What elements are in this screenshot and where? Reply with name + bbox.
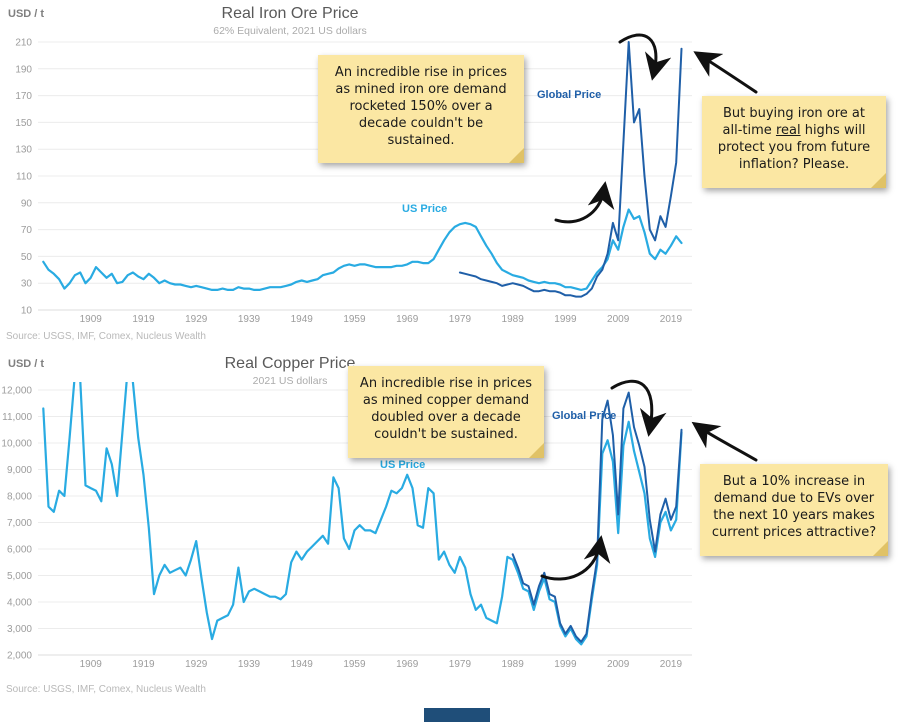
copper-plot: 2,000 3,000 4,000 5,000 6,000 7,000 8,000 9,000…: [1, 382, 692, 670]
chart-title: Real Copper Price: [224, 355, 356, 372]
svg-text:1949: 1949: [291, 659, 314, 670]
footer-logo-bar: [424, 708, 490, 722]
svg-text:190: 190: [15, 64, 32, 75]
svg-text:3,000: 3,000: [7, 624, 32, 635]
svg-text:1919: 1919: [132, 314, 155, 325]
svg-text:1989: 1989: [502, 314, 525, 325]
note-text: highs will protect you from future infla…: [717, 122, 871, 172]
svg-text:1949: 1949: [291, 314, 314, 325]
note-text-underlined: real: [775, 122, 801, 138]
svg-text:1929: 1929: [185, 314, 208, 325]
svg-text:1979: 1979: [449, 659, 472, 670]
arrow-icon: [691, 421, 758, 462]
svg-text:1999: 1999: [554, 314, 577, 325]
svg-text:1959: 1959: [343, 659, 366, 670]
svg-text:110: 110: [16, 172, 32, 183]
iron-ore-chart: USD / t Real Iron Ore Price 62% Equivale…: [0, 0, 700, 348]
svg-text:1979: 1979: [449, 314, 472, 325]
note-text: An incredible rise in prices as mined ir…: [334, 65, 508, 148]
chart-subtitle: 62% Equivalent, 2021 US dollars: [213, 25, 367, 37]
svg-text:1909: 1909: [80, 314, 103, 325]
svg-text:11,000: 11,000: [2, 412, 32, 423]
svg-text:1919: 1919: [132, 659, 155, 670]
svg-text:150: 150: [15, 118, 32, 129]
svg-text:2009: 2009: [607, 314, 630, 325]
svg-text:2019: 2019: [660, 314, 683, 325]
arrow-icon: [693, 51, 758, 94]
svg-text:8,000: 8,000: [7, 492, 32, 503]
svg-text:1969: 1969: [396, 314, 419, 325]
svg-text:5,000: 5,000: [7, 571, 32, 582]
svg-text:6,000: 6,000: [7, 545, 32, 556]
sticky-note-copper-evs: But a 10% increase in demand due to EVs …: [700, 464, 888, 556]
svg-text:50: 50: [21, 252, 33, 263]
svg-text:1929: 1929: [185, 659, 208, 670]
y-axis-unit: USD / t: [8, 8, 45, 20]
svg-text:10,000: 10,000: [1, 439, 32, 450]
svg-text:130: 130: [15, 145, 32, 156]
copper-chart: USD / t Real Copper Price 2021 US dollar…: [0, 350, 700, 722]
sticky-note-iron-rise: An incredible rise in prices as mined ir…: [318, 55, 524, 164]
chart-title: Real Iron Ore Price: [221, 5, 359, 22]
svg-text:1989: 1989: [502, 659, 525, 670]
svg-text:2019: 2019: [660, 659, 683, 670]
series-label-global-price: Global Price: [537, 89, 602, 101]
svg-text:70: 70: [21, 225, 33, 236]
note-text: An incredible rise in prices as mined co…: [359, 376, 533, 442]
source-note: Source: USGS, IMF, Comex, Nucleus Wealth: [6, 684, 206, 695]
svg-text:1999: 1999: [554, 659, 577, 670]
svg-text:4,000: 4,000: [7, 598, 32, 609]
sticky-note-iron-inflation: But buying iron ore at all-time real hig…: [702, 96, 886, 188]
svg-text:9,000: 9,000: [7, 465, 32, 476]
svg-text:90: 90: [21, 198, 33, 209]
svg-text:210: 210: [15, 38, 32, 49]
svg-text:170: 170: [15, 91, 32, 102]
svg-text:1969: 1969: [396, 659, 419, 670]
svg-text:1939: 1939: [238, 659, 261, 670]
svg-text:10: 10: [21, 306, 33, 317]
note-text: But a 10% increase in demand due to EVs …: [711, 474, 877, 540]
chart-subtitle: 2021 US dollars: [252, 375, 328, 387]
svg-text:2009: 2009: [607, 659, 630, 670]
y-axis-unit: USD / t: [8, 358, 45, 370]
note-text: But buying iron ore at all-time: [722, 106, 865, 138]
svg-text:30: 30: [21, 279, 33, 290]
sticky-note-copper-rise: An incredible rise in prices as mined co…: [348, 366, 544, 458]
svg-text:1939: 1939: [238, 314, 261, 325]
series-label-us-price: US Price: [402, 203, 448, 215]
svg-text:7,000: 7,000: [7, 518, 32, 529]
series-label-global-price: Global Price: [552, 410, 617, 422]
svg-text:2,000: 2,000: [7, 651, 32, 662]
series-label-us-price: US Price: [380, 459, 426, 471]
iron-ore-plot: 10 30 50 70 90 110 130 150 170 190 210 1909 1919 1929…: [15, 38, 692, 325]
source-note: Source: USGS, IMF, Comex, Nucleus Wealth: [6, 331, 206, 342]
svg-text:12,000: 12,000: [1, 386, 32, 397]
svg-text:1909: 1909: [80, 659, 103, 670]
svg-text:1959: 1959: [343, 314, 366, 325]
